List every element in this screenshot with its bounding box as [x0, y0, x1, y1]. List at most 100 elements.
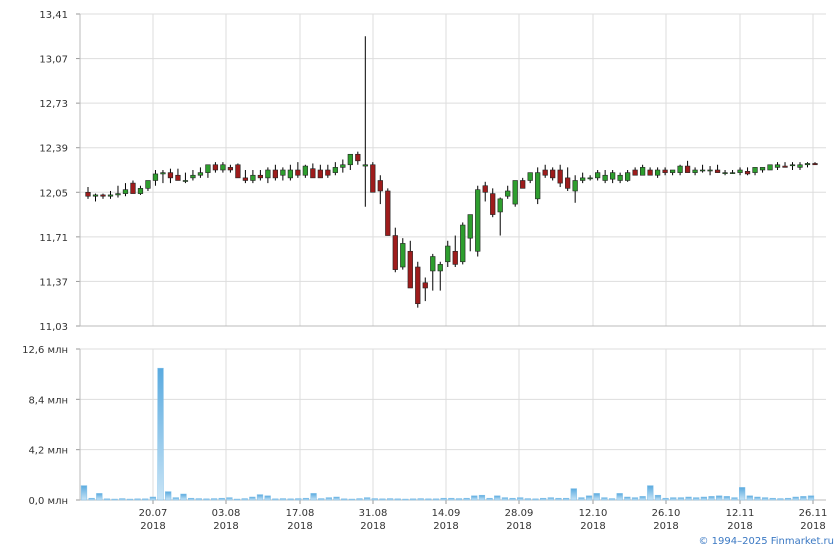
volume-bar	[310, 493, 317, 501]
volume-panel: 12,6 млн 8,4 млн 4,2 млн 0,0 млн 20.07 2018 03…	[22, 345, 827, 532]
volume-bar	[670, 497, 677, 501]
x-tick-year-label: 2018	[580, 521, 605, 532]
price-y-tick-label: 11,71	[39, 233, 68, 244]
volume-bar	[471, 495, 478, 501]
candle-body	[430, 256, 436, 272]
volume-y-tick-label: 4,2 млн	[28, 446, 68, 457]
volume-bar	[639, 496, 646, 501]
candle-body	[422, 282, 428, 289]
volume-bar	[685, 496, 692, 501]
x-tick-day-label: 28.09	[505, 508, 534, 519]
x-tick-year-label: 2018	[360, 521, 385, 532]
candle-body	[767, 164, 773, 171]
volume-bar	[601, 497, 608, 501]
candle-body	[377, 180, 383, 192]
volume-bar	[463, 497, 470, 501]
volume-bar	[440, 497, 447, 501]
candle-body	[804, 163, 811, 166]
volume-bar	[134, 498, 141, 501]
candle-body	[370, 164, 376, 193]
candle-body	[580, 177, 586, 181]
x-tick-day-label: 14.09	[432, 508, 461, 519]
candle-body	[385, 190, 391, 236]
price-y-tick-label: 12,39	[39, 144, 68, 155]
x-tick-day-label: 12.11	[726, 508, 755, 519]
candle-body	[122, 189, 129, 194]
candle-body	[557, 169, 563, 184]
volume-bar	[494, 495, 501, 501]
candle-body	[265, 169, 271, 179]
candle-body	[100, 194, 106, 197]
candle-body	[520, 180, 526, 189]
volume-bar	[501, 497, 509, 501]
volume-bar	[486, 497, 493, 501]
candle-body	[467, 214, 473, 239]
volume-bar	[784, 497, 792, 501]
candle-body	[437, 264, 443, 272]
candle-body	[647, 169, 653, 176]
volume-bar	[593, 493, 600, 501]
candle-body	[625, 172, 631, 181]
volume-bar	[172, 497, 179, 501]
volume-bar	[746, 495, 753, 501]
volume-bar	[272, 498, 279, 501]
volume-bar	[700, 496, 707, 501]
candle-body	[115, 193, 121, 196]
candle-body	[85, 191, 91, 197]
volume-bar	[739, 487, 746, 501]
volume-bar	[241, 498, 248, 501]
volume-bar	[792, 496, 799, 501]
candle-body	[782, 165, 788, 168]
candle-body	[669, 169, 676, 173]
x-tick-year-label: 2018	[800, 521, 825, 532]
volume-bar	[509, 497, 516, 501]
price-y-tick-label: 12,05	[39, 188, 68, 199]
volume-bar	[256, 494, 264, 501]
volume-bar	[417, 498, 424, 501]
volume-bar	[341, 498, 348, 501]
volume-bar	[348, 498, 355, 501]
candle-body	[602, 174, 608, 181]
x-tick-day-label: 26.10	[652, 508, 681, 519]
candle-body	[550, 169, 556, 179]
volume-bar	[624, 496, 631, 501]
candle-body	[295, 169, 301, 176]
candle-body	[392, 235, 398, 270]
candle-body	[692, 169, 698, 173]
candle-body	[167, 172, 174, 179]
volume-bar	[616, 493, 623, 501]
candle-body	[212, 164, 219, 171]
copyright-text[interactable]: © 1994–2025 Finmarket.ru	[698, 536, 834, 547]
candle-body	[287, 169, 293, 179]
candle-body	[535, 172, 541, 200]
volume-bar	[769, 497, 776, 501]
x-tick-day-label: 20.07	[139, 508, 168, 519]
candle-body	[175, 174, 181, 181]
candle-body	[452, 250, 458, 265]
volume-bar	[126, 498, 134, 501]
volume-bar	[111, 498, 118, 501]
candle-body	[744, 171, 751, 175]
volume-bar	[409, 498, 417, 501]
candle-body	[789, 164, 796, 167]
candle-body	[572, 180, 578, 192]
candle-body	[415, 266, 421, 305]
volume-bar	[425, 498, 432, 501]
candle-body	[92, 194, 99, 197]
volume-bar	[226, 497, 233, 501]
volume-bar	[800, 496, 807, 501]
volume-bar	[631, 497, 639, 501]
candle-body	[250, 174, 256, 181]
candle-body	[565, 177, 571, 189]
volume-bar	[647, 485, 654, 501]
candle-body	[317, 169, 323, 179]
candle-body	[737, 169, 743, 173]
candle-body	[355, 153, 361, 162]
volume-bar	[555, 497, 562, 501]
volume-bar	[180, 493, 187, 501]
volume-bar	[142, 498, 149, 501]
candle-body	[610, 172, 616, 180]
volume-bar	[708, 496, 715, 501]
candle-body	[759, 167, 766, 171]
